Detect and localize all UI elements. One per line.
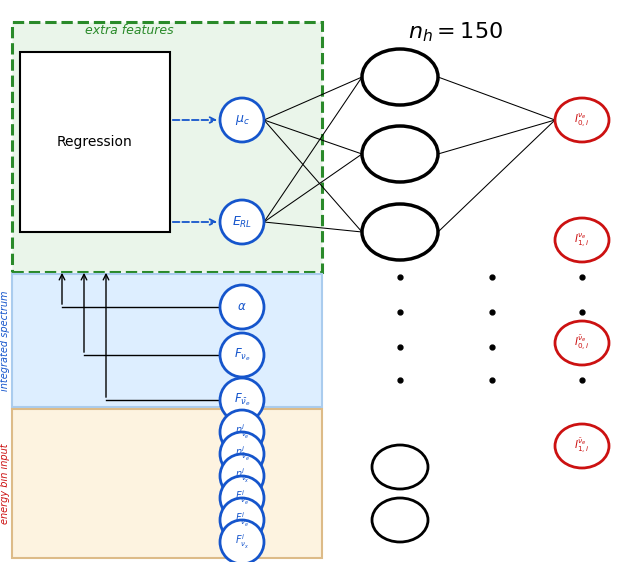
Text: $\alpha$: $\alpha$ [237,301,247,314]
Ellipse shape [220,476,264,520]
Text: extra features: extra features [85,24,174,37]
Text: $n^i_{\nu_e}$: $n^i_{\nu_e}$ [234,423,249,441]
Text: $F^i_{\nu_e}$: $F^i_{\nu_e}$ [235,511,249,529]
FancyBboxPatch shape [20,52,170,232]
FancyBboxPatch shape [12,409,322,558]
Ellipse shape [220,200,264,244]
FancyBboxPatch shape [12,22,322,272]
Ellipse shape [220,378,264,422]
Ellipse shape [220,498,264,542]
FancyBboxPatch shape [12,274,322,407]
Ellipse shape [362,49,438,105]
Text: $\mu_c$: $\mu_c$ [234,113,249,127]
Text: $I^{\nu_e}_{0,i}$: $I^{\nu_e}_{0,i}$ [574,111,590,129]
Text: $F^i_{\nu_x}$: $F^i_{\nu_x}$ [235,533,249,551]
Text: Regression: Regression [57,135,133,149]
Ellipse shape [555,321,609,365]
Ellipse shape [220,454,264,498]
Ellipse shape [220,432,264,476]
Ellipse shape [220,520,264,562]
Ellipse shape [220,98,264,142]
Text: $E_{RL}$: $E_{RL}$ [232,215,252,229]
Text: $I^{\nu_e}_{1,i}$: $I^{\nu_e}_{1,i}$ [574,231,590,249]
Text: $n^i_{\bar{\nu}_e}$: $n^i_{\bar{\nu}_e}$ [234,445,249,463]
Text: $I^{\bar{\nu}_e}_{0,i}$: $I^{\bar{\nu}_e}_{0,i}$ [574,333,590,352]
Text: energy bin input: energy bin input [0,443,10,524]
Text: $n_h = 150$: $n_h = 150$ [407,20,503,44]
Text: $n^i_{\nu_x}$: $n^i_{\nu_x}$ [234,467,249,485]
Text: integrated spectrum: integrated spectrum [0,290,10,391]
Text: $F^i_{\nu_e}$: $F^i_{\nu_e}$ [235,489,249,507]
Ellipse shape [220,285,264,329]
Ellipse shape [555,424,609,468]
Text: $F_{\nu_e}$: $F_{\nu_e}$ [234,347,250,363]
Ellipse shape [372,445,428,489]
Ellipse shape [555,98,609,142]
Ellipse shape [362,126,438,182]
Ellipse shape [220,410,264,454]
Ellipse shape [372,498,428,542]
Ellipse shape [362,204,438,260]
Text: $F_{\bar{\nu}_e}$: $F_{\bar{\nu}_e}$ [234,392,251,408]
Ellipse shape [555,218,609,262]
Text: $I^{\bar{\nu}_e}_{1,i}$: $I^{\bar{\nu}_e}_{1,i}$ [574,437,590,456]
Ellipse shape [220,333,264,377]
